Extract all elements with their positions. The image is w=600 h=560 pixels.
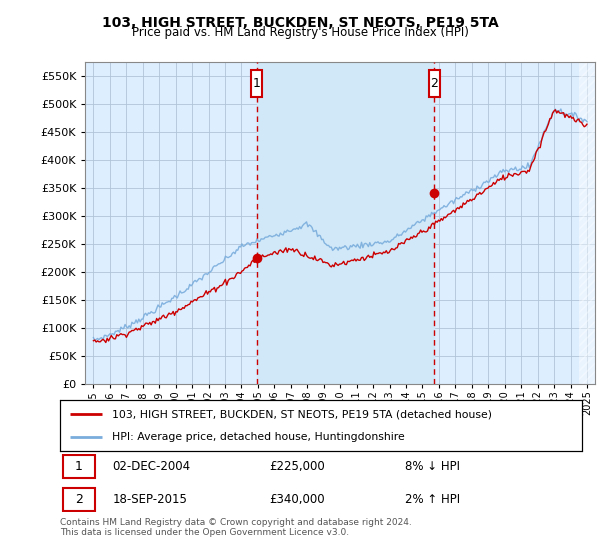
Text: Price paid vs. HM Land Registry's House Price Index (HPI): Price paid vs. HM Land Registry's House … [131,26,469,39]
Text: 103, HIGH STREET, BUCKDEN, ST NEOTS, PE19 5TA: 103, HIGH STREET, BUCKDEN, ST NEOTS, PE1… [101,16,499,30]
Text: 2: 2 [75,493,83,506]
Text: 1: 1 [75,460,83,473]
Text: 02-DEC-2004: 02-DEC-2004 [112,460,190,473]
Text: £340,000: £340,000 [269,493,325,506]
Bar [429,70,440,97]
Bar [579,62,595,384]
Bar [257,62,434,384]
Text: Contains HM Land Registry data © Crown copyright and database right 2024.
This d: Contains HM Land Registry data © Crown c… [60,518,412,538]
Text: 18-SEP-2015: 18-SEP-2015 [112,493,187,506]
Text: 2% ↑ HPI: 2% ↑ HPI [404,493,460,506]
Text: £225,000: £225,000 [269,460,325,473]
Text: 8% ↓ HPI: 8% ↓ HPI [404,460,460,473]
Text: 1: 1 [253,77,260,90]
Bar [251,70,262,97]
Bar [62,488,95,511]
Text: 103, HIGH STREET, BUCKDEN, ST NEOTS, PE19 5TA (detached house): 103, HIGH STREET, BUCKDEN, ST NEOTS, PE1… [112,409,492,419]
Text: HPI: Average price, detached house, Huntingdonshire: HPI: Average price, detached house, Hunt… [112,432,405,442]
Text: 2: 2 [430,77,438,90]
Bar [62,455,95,478]
